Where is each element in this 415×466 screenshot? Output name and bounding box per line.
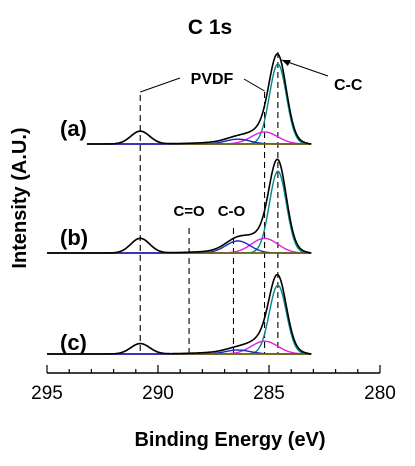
pvdf-connector-right bbox=[243, 78, 265, 92]
spectrum-label: (b) bbox=[60, 225, 88, 250]
spectrum-2: (b) bbox=[47, 158, 312, 254]
spectra-group: (a) (b) (c) bbox=[47, 53, 312, 355]
cc-arrow-line bbox=[281, 59, 329, 77]
x-tick-label: 280 bbox=[364, 383, 396, 404]
annotation-cc: C-C bbox=[334, 77, 363, 94]
spectrum-label: (a) bbox=[60, 116, 87, 141]
annotation-c-o: C-O bbox=[218, 203, 246, 220]
envelope-curve bbox=[86, 53, 312, 145]
spectrum-1: (a) bbox=[60, 53, 312, 145]
x-axis: 295 290 285 280 bbox=[31, 365, 396, 404]
chart-title: C 1s bbox=[188, 16, 232, 39]
envelope-curve bbox=[47, 158, 312, 254]
x-tick-label: 285 bbox=[253, 383, 285, 404]
envelope-curve bbox=[47, 273, 312, 355]
pvdf-connector-left bbox=[140, 77, 181, 93]
cc-arrow-head bbox=[281, 60, 291, 66]
spectrum-label: (c) bbox=[60, 330, 87, 355]
annotations: PVDF C-C C=O C-O bbox=[140, 59, 363, 220]
x-tick-label: 290 bbox=[142, 383, 174, 404]
spectrum-3: (c) bbox=[47, 273, 312, 355]
x-axis-label: Binding Energy (eV) bbox=[134, 429, 325, 451]
y-axis-label: Intensity (A.U.) bbox=[9, 127, 31, 268]
annotation-pvdf: PVDF bbox=[191, 71, 234, 88]
x-tick-label: 295 bbox=[31, 383, 63, 404]
reference-lines bbox=[139, 52, 279, 354]
annotation-c-double-o: C=O bbox=[173, 203, 205, 220]
